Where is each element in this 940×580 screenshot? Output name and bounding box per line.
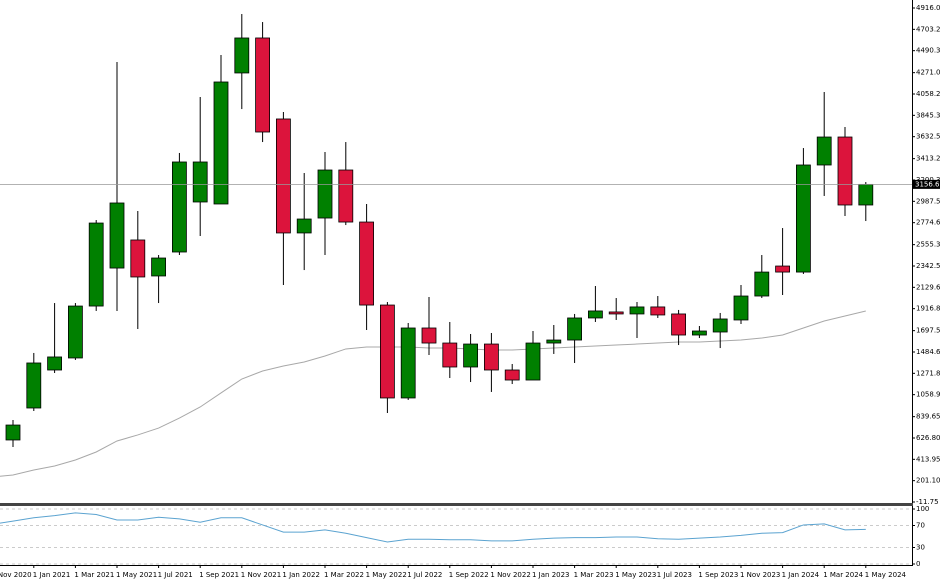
y-tick-label: 4916.05 <box>916 4 940 12</box>
candle-body <box>483 343 499 371</box>
y-tick-label: 1916.80 <box>916 305 940 313</box>
candle-body <box>692 330 707 336</box>
y-tick-label: 3632.50 <box>916 133 940 141</box>
x-tick-label: 1 Mar 2024 <box>823 571 863 579</box>
x-tick-label: 1 Sep 2021 <box>199 571 239 579</box>
candle-body <box>192 161 208 203</box>
y-tick-label: 201.10 <box>916 477 940 485</box>
candle-body <box>109 202 125 269</box>
pane-separator <box>0 503 913 506</box>
candle-body <box>421 327 437 344</box>
x-tick-label: 1 May 2021 <box>116 571 157 579</box>
y-tick-label: 100 <box>916 505 929 513</box>
candle-body <box>858 183 874 206</box>
candle-body <box>712 318 728 333</box>
x-tick-label: 1 Sep 2022 <box>449 571 489 579</box>
x-tick-label: 1 Jul 2021 <box>158 571 193 579</box>
y-tick-label: 0 <box>916 560 920 568</box>
candle-body <box>775 265 790 273</box>
x-tick-label: 1 May 2024 <box>865 571 907 579</box>
candle-body <box>317 169 333 219</box>
y-tick-label: 839.65 <box>916 413 940 421</box>
candle-body <box>151 257 167 277</box>
candle-body <box>733 295 749 321</box>
y-tick-label: 2342.50 <box>916 262 940 270</box>
x-tick-label: 1 Mar 2022 <box>324 571 364 579</box>
y-tick-label: 1058.95 <box>916 391 940 399</box>
y-tick-label: 1484.65 <box>916 348 940 356</box>
candle-body <box>608 311 624 315</box>
y-tick-label: 4703.20 <box>916 25 940 33</box>
x-tick-label: 1 Jan 2023 <box>532 571 570 579</box>
indicator-line <box>0 512 866 543</box>
candle-body <box>338 169 354 223</box>
candle-body <box>275 118 291 234</box>
x-tick-label: 1 Nov 2023 <box>740 571 780 579</box>
y-tick-label: 2129.65 <box>916 283 940 291</box>
y-tick-label: 3845.35 <box>916 111 940 119</box>
y-tick-label: -11.75 <box>916 498 939 506</box>
candle-body <box>26 362 42 409</box>
x-tick-label: 1 Nov 2020 <box>0 571 32 579</box>
candle-body <box>463 343 479 368</box>
y-tick-label: 1271.80 <box>916 369 940 377</box>
candle-body <box>5 424 21 441</box>
candle-body <box>504 369 520 381</box>
candle-body <box>255 37 271 133</box>
y-tick-label: 1697.50 <box>916 327 940 335</box>
candle-body <box>588 310 603 319</box>
candle-body <box>213 81 229 205</box>
candle-body <box>754 271 770 297</box>
candle-body <box>796 164 811 273</box>
y-tick-label: 3413.20 <box>916 155 940 163</box>
candle-body <box>650 306 666 316</box>
y-tick-label: 4271.05 <box>916 69 940 77</box>
candle-body <box>359 221 375 306</box>
y-tick-label: 70 <box>916 522 925 530</box>
y-tick-label: 413.95 <box>916 455 940 463</box>
candle-body <box>567 317 582 341</box>
candle-body <box>88 222 104 307</box>
candle-body <box>130 239 146 278</box>
y-tick-label: 4058.20 <box>916 90 940 98</box>
x-tick-label: 1 Jan 2021 <box>33 571 71 579</box>
candle-body <box>296 218 312 234</box>
x-tick-label: 1 Jul 2022 <box>407 571 442 579</box>
y-tick-label: 30 <box>916 544 925 552</box>
x-tick-label: 1 Nov 2022 <box>490 571 530 579</box>
last-price-label: 3156.62 <box>915 180 940 188</box>
x-tick-label: 1 Sep 2023 <box>698 571 738 579</box>
y-tick-label: 2987.50 <box>916 197 940 205</box>
candle-body <box>68 305 83 359</box>
x-tick-label: 1 Mar 2021 <box>74 571 114 579</box>
candle-body <box>171 161 187 253</box>
candle-body <box>837 136 853 206</box>
x-tick-label: 1 May 2023 <box>615 571 656 579</box>
x-tick-label: 1 Mar 2023 <box>574 571 614 579</box>
x-tick-label: 1 Jan 2022 <box>282 571 320 579</box>
candle-body <box>442 342 458 368</box>
y-tick-label: 2555.35 <box>916 241 940 249</box>
x-tick-label: 1 Nov 2021 <box>241 571 281 579</box>
candle-body <box>234 37 250 74</box>
candle-body <box>546 339 562 344</box>
candle-body <box>629 306 645 315</box>
candle-body <box>816 136 832 166</box>
x-tick-label: 1 Jul 2023 <box>657 571 692 579</box>
candle-body <box>671 313 686 336</box>
y-tick-label: 2774.65 <box>916 219 940 227</box>
y-tick-label: 626.80 <box>916 434 940 442</box>
x-tick-label: 1 May 2022 <box>366 571 407 579</box>
last-price-box <box>913 179 940 189</box>
candle-body <box>400 327 416 399</box>
candle-body <box>47 356 62 371</box>
x-tick-label: 1 Jan 2024 <box>782 571 820 579</box>
candle-body <box>525 342 541 381</box>
candle-body <box>379 304 395 399</box>
y-tick-label: 4490.35 <box>916 47 940 55</box>
